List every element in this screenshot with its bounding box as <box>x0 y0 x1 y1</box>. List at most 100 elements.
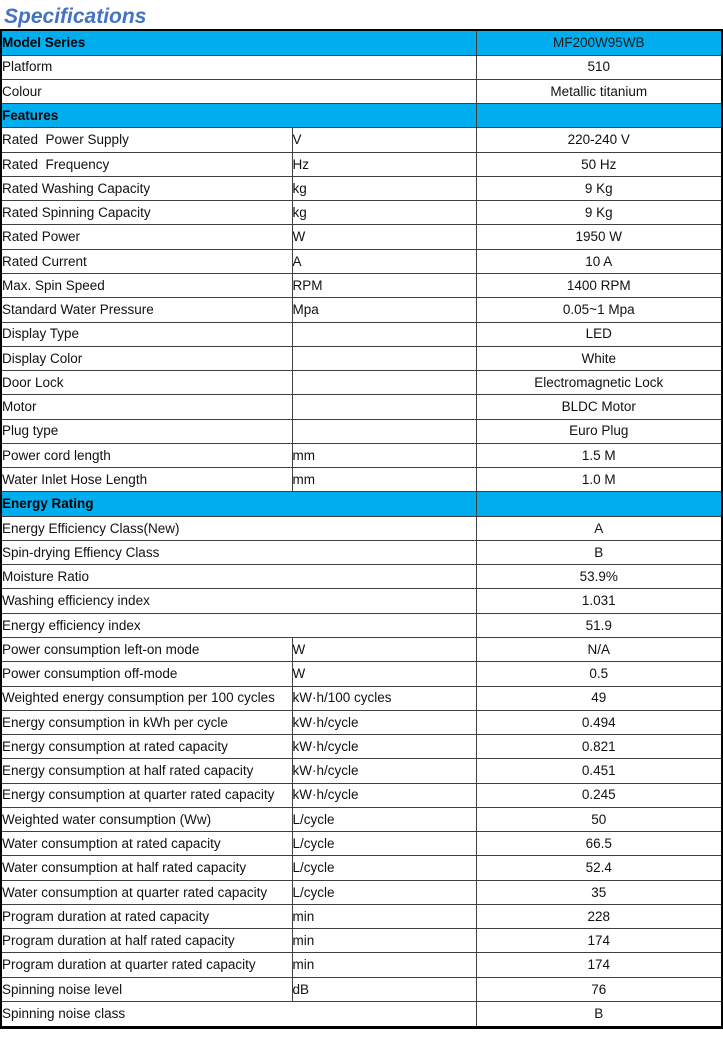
spec-unit-cell: L/cycle <box>291 831 477 857</box>
spec-label-cell: Water consumption at quarter rated capac… <box>0 879 293 905</box>
section-header-value-cell <box>475 491 723 517</box>
table-row: Water consumption at quarter rated capac… <box>0 879 723 905</box>
table-row: Max. Spin Speed RPM 1400 RPM <box>0 272 723 299</box>
spec-value-cell: BLDC Motor <box>475 394 723 420</box>
table-row: Water consumption at rated capacity L/cyc… <box>0 831 723 857</box>
section-header-cell: Energy Rating <box>0 491 477 517</box>
spec-label-cell: Weighted water consumption (Ww) <box>0 806 293 833</box>
spec-unit-cell: V <box>291 127 477 153</box>
spec-unit-cell: W <box>291 224 477 250</box>
spec-label-cell: Energy efficiency index <box>0 612 477 638</box>
spec-unit-cell: dB <box>291 976 477 1002</box>
spec-value-cell: 0.5 <box>475 661 723 687</box>
table-row: Rated Spinning Capacity kg 9 Kg <box>0 200 723 226</box>
table-row: Energy consumption in kWh per cycle kW·h/… <box>0 709 723 736</box>
section-header-row: Model Series MF200W95WB <box>0 29 723 56</box>
table-row: Water Inlet Hose Length mm 1.0 M <box>0 467 723 493</box>
table-row: Power cord length mm 1.5 M <box>0 442 723 469</box>
spec-label-cell: Rated Washing Capacity <box>0 175 293 202</box>
specifications-table-body: Model Series MF200W95WB Platform 510 Colour M… <box>0 29 723 1029</box>
spec-value-cell: Euro Plug <box>475 418 723 444</box>
spec-value-cell: 0.451 <box>475 758 723 784</box>
specifications-table: Model Series MF200W95WB Platform 510 Colour M… <box>0 29 723 1029</box>
spec-unit-cell <box>291 321 477 347</box>
spec-label-cell: Program duration at rated capacity <box>0 903 293 930</box>
table-row: Energy Efficiency Class(New) A <box>0 515 723 541</box>
spec-unit-cell: kW·h/100 cycles <box>291 685 477 711</box>
table-row: Rated Power Supply V 220-240 V <box>0 127 723 153</box>
spec-label-cell: Energy consumption at rated capacity <box>0 734 293 760</box>
spec-unit-cell: L/cycle <box>291 855 477 881</box>
spec-unit-cell <box>291 370 477 396</box>
spec-label-cell: Weighted energy consumption per 100 cycl… <box>0 685 293 711</box>
spec-value-cell: 10 A <box>475 248 723 274</box>
spec-unit-cell: L/cycle <box>291 806 477 833</box>
spec-value-cell: Metallic titanium <box>475 78 723 105</box>
spec-label-cell: Spinning noise class <box>0 1000 477 1029</box>
spec-value-cell: 1.0 M <box>475 467 723 493</box>
table-row: Motor BLDC Motor <box>0 394 723 420</box>
spec-label-cell: Rated Power <box>0 224 293 250</box>
spec-label-cell: Spin-drying Effiency Class <box>0 539 477 566</box>
table-row: Energy consumption at half rated capacit… <box>0 758 723 784</box>
spec-label-cell: Energy consumption in kWh per cycle <box>0 709 293 736</box>
spec-label-cell: Platform <box>0 54 477 80</box>
table-row: Rated Washing Capacity kg 9 Kg <box>0 175 723 202</box>
spec-label-cell: Program duration at quarter rated capaci… <box>0 952 293 978</box>
spec-value-cell: Electromagnetic Lock <box>475 370 723 396</box>
spec-unit-cell: kW·h/cycle <box>291 782 477 808</box>
spec-label-cell: Energy consumption at half rated capacit… <box>0 758 293 784</box>
table-row: Spinning noise level dB 76 <box>0 976 723 1002</box>
spec-value-cell: A <box>475 515 723 541</box>
spec-label-cell: Rated Current <box>0 248 293 274</box>
spec-value-cell: 53.9% <box>475 564 723 590</box>
table-row: Energy consumption at quarter rated capa… <box>0 782 723 808</box>
table-row: Moisture Ratio 53.9% <box>0 564 723 590</box>
section-header-row: Features <box>0 103 723 129</box>
spec-unit-cell: Hz <box>291 151 477 177</box>
table-row: Program duration at quarter rated capaci… <box>0 952 723 978</box>
table-row: Water consumption at half rated capacity… <box>0 855 723 881</box>
spec-value-cell: 1950 W <box>475 224 723 250</box>
spec-value-cell: 1.5 M <box>475 442 723 469</box>
spec-value-cell: LED <box>475 321 723 347</box>
table-row: Platform 510 <box>0 54 723 80</box>
spec-label-cell: Rated Power Supply <box>0 127 293 153</box>
spec-unit-cell: min <box>291 903 477 930</box>
table-row: Power consumption left-on mode W N/A <box>0 636 723 663</box>
spec-unit-cell: W <box>291 661 477 687</box>
spec-value-cell: 220-240 V <box>475 127 723 153</box>
spec-label-cell: Motor <box>0 394 293 420</box>
section-header-value-cell: MF200W95WB <box>475 29 723 56</box>
spec-value-cell: 9 Kg <box>475 200 723 226</box>
spec-unit-cell: kg <box>291 175 477 202</box>
spec-value-cell: 50 Hz <box>475 151 723 177</box>
spec-value-cell: B <box>475 539 723 566</box>
spec-value-cell: 50 <box>475 806 723 833</box>
spec-label-cell: Max. Spin Speed <box>0 272 293 299</box>
spec-value-cell: 76 <box>475 976 723 1002</box>
spec-label-cell: Water consumption at rated capacity <box>0 831 293 857</box>
spec-unit-cell: mm <box>291 467 477 493</box>
spec-value-cell: 51.9 <box>475 612 723 638</box>
table-row: Program duration at half rated capacity m… <box>0 928 723 954</box>
spec-unit-cell: L/cycle <box>291 879 477 905</box>
spec-value-cell: 0.245 <box>475 782 723 808</box>
spec-label-cell: Washing efficiency index <box>0 588 477 614</box>
table-row: Rated Current A 10 A <box>0 248 723 274</box>
table-row: Rated Frequency Hz 50 Hz <box>0 151 723 177</box>
table-row: Door Lock Electromagnetic Lock <box>0 370 723 396</box>
table-row: Washing efficiency index 1.031 <box>0 588 723 614</box>
spec-value-cell: 0.05~1 Mpa <box>475 297 723 323</box>
spec-label-cell: Display Type <box>0 321 293 347</box>
table-row: Program duration at rated capacity min 228 <box>0 903 723 930</box>
section-header-cell: Model Series <box>0 29 477 56</box>
spec-label-cell: Power consumption left-on mode <box>0 636 293 663</box>
spec-unit-cell: min <box>291 952 477 978</box>
spec-value-cell: 174 <box>475 952 723 978</box>
table-row: Spinning noise class B <box>0 1000 723 1029</box>
spec-label-cell: Plug type <box>0 418 293 444</box>
table-row: Weighted energy consumption per 100 cycl… <box>0 685 723 711</box>
spec-unit-cell: kg <box>291 200 477 226</box>
